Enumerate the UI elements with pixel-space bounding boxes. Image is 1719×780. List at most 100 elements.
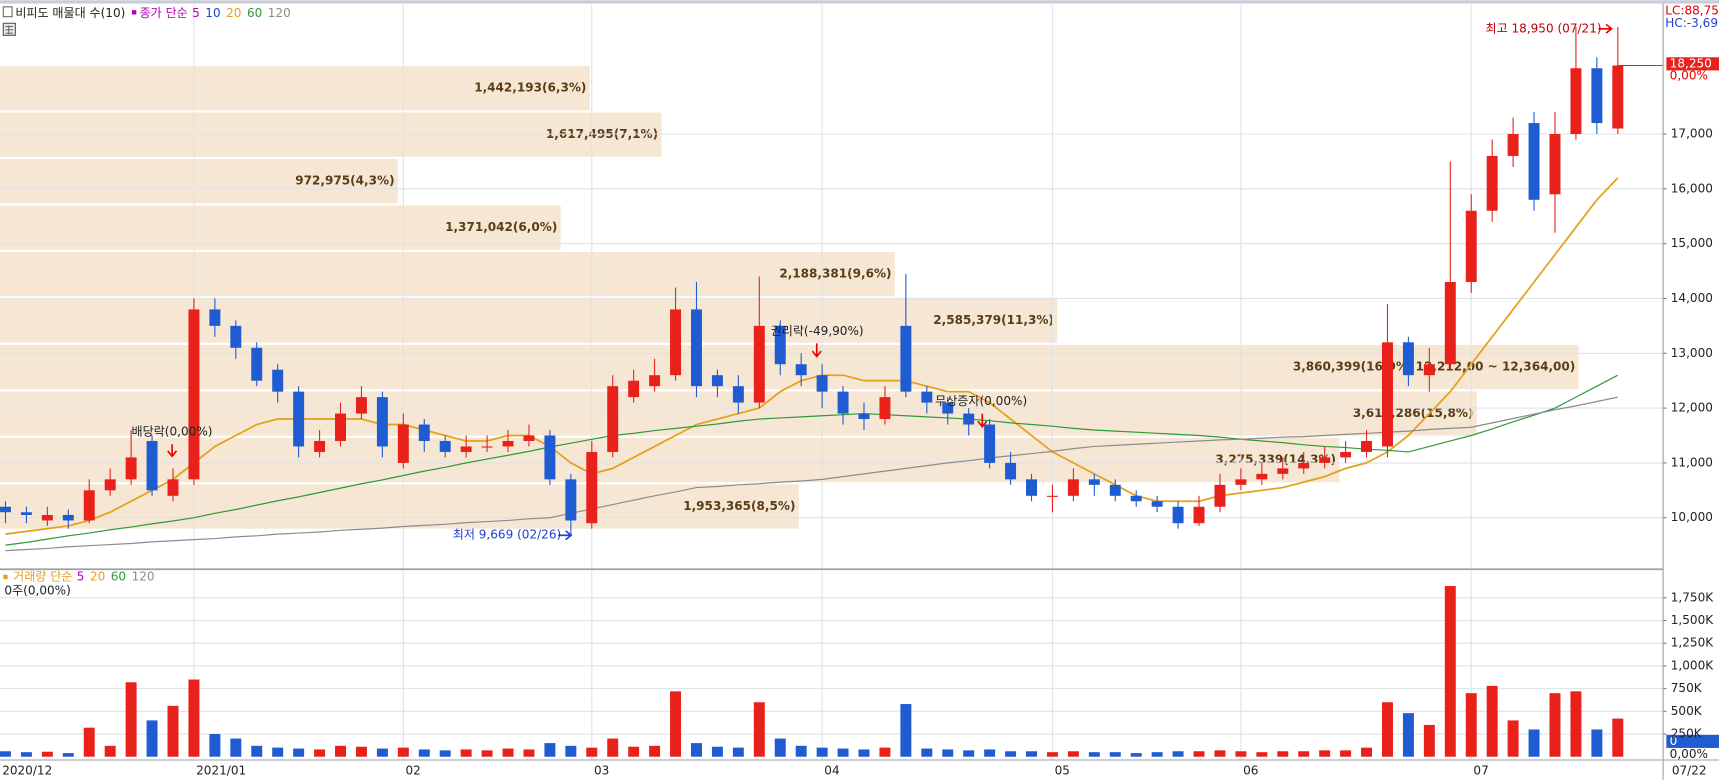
volume-bar bbox=[460, 749, 472, 757]
candle-body bbox=[1067, 479, 1079, 496]
candle-body bbox=[1507, 134, 1519, 156]
volume-bar bbox=[984, 749, 996, 757]
x-tick-label: 05 bbox=[1055, 763, 1070, 777]
candle-body bbox=[1486, 155, 1498, 211]
volume-bar bbox=[397, 747, 409, 757]
volume-bar bbox=[335, 745, 346, 757]
legend-icon[interactable] bbox=[2, 6, 13, 18]
high-arrow bbox=[1598, 23, 1613, 34]
candle-body bbox=[1444, 282, 1456, 365]
candle-body bbox=[314, 440, 326, 452]
volume-bar bbox=[1235, 751, 1247, 757]
volume-bar bbox=[753, 702, 765, 757]
price-tag-box bbox=[1666, 57, 1719, 71]
volume-bar bbox=[502, 748, 514, 757]
volume-bar bbox=[1214, 750, 1226, 757]
profile-label: 3,275,339(14,3%) bbox=[1215, 453, 1336, 467]
x-tick-label: 03 bbox=[594, 763, 609, 777]
volume-bar bbox=[1046, 752, 1058, 757]
candle-body bbox=[1026, 479, 1037, 496]
volume-bar bbox=[1277, 751, 1289, 757]
candles bbox=[0, 27, 1664, 536]
candle-body bbox=[670, 309, 682, 376]
volume-bar bbox=[1402, 713, 1414, 757]
candle-body bbox=[251, 347, 263, 381]
volume-bar bbox=[376, 748, 388, 757]
volume-bar bbox=[711, 746, 723, 757]
profile-bar bbox=[0, 484, 799, 529]
annotation-arrow bbox=[811, 343, 822, 358]
candle-body bbox=[711, 375, 723, 387]
candle-body bbox=[690, 309, 702, 387]
candle-body bbox=[230, 325, 242, 348]
legend-marker bbox=[131, 10, 137, 15]
candle-body bbox=[1591, 68, 1603, 124]
volume-bar bbox=[1591, 729, 1603, 757]
volume-bar bbox=[125, 682, 137, 757]
volume-bar bbox=[230, 738, 242, 757]
candle-body bbox=[62, 514, 74, 521]
candle-body bbox=[1005, 462, 1017, 480]
candle-body bbox=[963, 413, 975, 425]
y-tick-label: 15,000 bbox=[1671, 236, 1713, 250]
volume-bar bbox=[628, 746, 640, 757]
volume-bar bbox=[188, 679, 200, 757]
volume-bar bbox=[858, 749, 870, 757]
candle-body bbox=[649, 375, 661, 387]
candle-body bbox=[376, 397, 388, 447]
candle-body bbox=[586, 451, 598, 524]
volume-bar bbox=[942, 749, 954, 757]
volume-bar bbox=[774, 738, 786, 757]
volume-bar bbox=[1109, 752, 1121, 757]
volume-bar bbox=[1549, 693, 1561, 757]
volume-bar bbox=[1193, 751, 1205, 757]
legend-entry: 20 bbox=[90, 569, 105, 583]
candle-body bbox=[125, 457, 137, 480]
candle-body bbox=[774, 325, 786, 365]
y-tick-label: 11,000 bbox=[1671, 455, 1713, 469]
annotation-arrow bbox=[167, 444, 178, 458]
candle-body bbox=[942, 402, 954, 414]
volume-bar bbox=[921, 748, 933, 757]
candle-body bbox=[1361, 440, 1373, 452]
volume-tick-label: 1,250K bbox=[1671, 636, 1714, 650]
volume-bar bbox=[1465, 693, 1477, 757]
volume-bar bbox=[1067, 751, 1079, 757]
legend-entry: 10 bbox=[205, 6, 220, 20]
volume-bar bbox=[1507, 720, 1519, 757]
candle-body bbox=[104, 479, 116, 491]
volume-bar bbox=[1026, 751, 1037, 757]
candle-body bbox=[83, 490, 95, 521]
candle-body bbox=[816, 375, 828, 392]
legend-entry: 120 bbox=[132, 569, 155, 583]
candle-body bbox=[565, 479, 577, 521]
candle-body bbox=[900, 325, 912, 392]
volume-bar bbox=[418, 749, 430, 757]
y-tick-label: 14,000 bbox=[1671, 291, 1713, 305]
volume-bar bbox=[670, 691, 682, 757]
volume-bar bbox=[565, 745, 577, 757]
candle-body bbox=[1277, 468, 1289, 474]
volume-bar bbox=[251, 745, 263, 757]
candle-body bbox=[628, 380, 640, 398]
candle-body bbox=[1612, 65, 1624, 129]
volume-bar bbox=[209, 734, 221, 757]
volume-bar bbox=[1361, 747, 1373, 757]
volume-bar bbox=[41, 751, 53, 757]
low-arrow bbox=[558, 530, 573, 541]
profile-bar bbox=[0, 66, 590, 111]
volume-bar bbox=[1612, 718, 1624, 757]
y-tick-label: 17,000 bbox=[1671, 127, 1713, 141]
legend-label: 거래량 단순 bbox=[13, 569, 72, 583]
volume-bar bbox=[293, 748, 305, 757]
volume-bar bbox=[439, 750, 451, 757]
candle-body bbox=[1193, 506, 1205, 524]
volume-bar bbox=[272, 747, 284, 757]
candle-body bbox=[1298, 462, 1310, 469]
x-tick-label: 06 bbox=[1243, 763, 1258, 777]
candle-body bbox=[1570, 68, 1582, 135]
chart-title: 비피도 매물대 수(10) bbox=[15, 6, 125, 20]
volume-tick-label: 750K bbox=[1671, 681, 1703, 695]
profile-label: 3,860,399(16,9%) bbox=[1293, 360, 1414, 374]
x-tick-label: 07 bbox=[1473, 763, 1488, 777]
